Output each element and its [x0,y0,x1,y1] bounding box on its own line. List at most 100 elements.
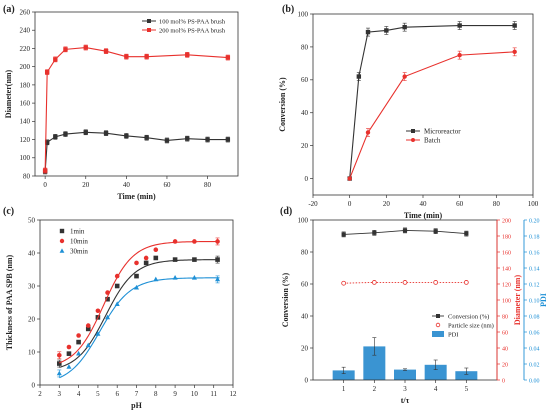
series-line [44,131,228,172]
y2-axis-title: Diameter (nm) [513,275,522,326]
data-point [56,370,62,376]
panel-b: -20 0 20 40 60 80 100 0 20 40 60 80 100 Time (min) Con… [278,4,539,220]
data-point [76,350,82,356]
y-axis-title: Diameter(nm) [4,69,13,118]
y-tick-label: 0 [305,175,309,183]
legend-label: Particle size (nm) [448,323,494,330]
x-tick-label: -20 [308,200,318,208]
y-tick-label: 100 [20,154,31,162]
y2-tick-label: 80 [502,314,508,320]
panel-c: 2 3 4 5 6 7 8 9 10 11 12 0 10 20 30 40 50 pH Thickness of … [3,206,237,410]
data-point [103,130,109,136]
panel-a: 0 20 40 60 80 80 100 120 140 160 180 200 220 240 260 Ti… [3,4,239,201]
data-point [53,134,58,140]
series-2 [332,337,478,380]
y2-tick-label: 60 [502,330,508,336]
legend-marker [59,228,65,234]
y-tick-label: 40 [301,312,309,320]
y2-tick-label: 180 [502,234,511,240]
y-tick-label: 0 [32,381,36,389]
data-point [63,47,68,52]
data-point [144,135,149,140]
y-axis-title: Conversion (%) [278,77,287,132]
x-tick-label: 0 [348,200,352,208]
y-tick-label: 140 [20,118,31,126]
legend-label: PDI [448,332,458,339]
y-tick-label: 80 [301,248,309,256]
y-tick-label: 20 [301,344,309,352]
y2-tick-label: 120 [502,282,511,288]
legend-label: Conversion (%) [448,314,489,321]
pdi-bar [332,370,355,380]
data-point [225,55,231,60]
y2-tick-label: 0.20 [529,218,540,224]
legend-label: 100 mol% PS-PAA brush [159,19,226,26]
y-tick-label: 220 [20,45,31,53]
x-tick-label: 4 [77,390,81,398]
data-point [66,351,72,356]
data-point [134,273,139,279]
y-axis-title: Conversion (%) [281,272,290,327]
data-point [134,260,139,266]
x-tick-label: 8 [154,390,158,398]
y3-axis-title: PDI [539,293,548,307]
legend-swatch [432,331,444,337]
data-point [124,133,129,139]
plot-frame [312,13,534,196]
data-point [464,231,469,236]
data-point [83,130,88,135]
data-point [365,130,371,135]
data-point [205,137,210,142]
y2-tick-label: 0.12 [529,282,540,288]
data-point [365,29,371,35]
data-point [371,280,377,285]
series-2 [56,274,221,379]
data-point [402,24,407,30]
y-tick-label: 100 [298,10,309,18]
y2-tick-label: 20 [502,362,508,368]
x-tick-label: 11 [210,390,217,398]
data-point [215,257,220,262]
x-tick-label: 40 [420,200,428,208]
panel-d: 1 2 3 4 5 0 20 40 60 80 100 0 20 40 60 80 100 120 140 160 18… [280,206,548,405]
data-point [76,339,81,345]
y-tick-label: 20 [28,315,36,323]
data-point [463,280,469,285]
legend-label: 30min [70,248,88,256]
series-1 [341,280,469,286]
data-point [215,276,221,282]
legend-label: 10min [70,238,88,246]
series-line [349,24,515,179]
data-point [95,308,101,314]
y2-tick-label: 100 [502,298,511,304]
x-tick-label: 100 [528,200,539,208]
x-tick-label: 80 [204,181,212,189]
data-point [402,74,407,79]
fit-curve [59,277,220,379]
pdi-bar [394,369,416,380]
y-tick-label: 260 [20,8,31,16]
data-point [433,280,439,285]
x-tick-label: 10 [191,390,199,398]
x-tick-label: 9 [173,390,177,398]
data-point [172,274,178,280]
y2-tick-label: 160 [502,250,511,256]
legend-marker [411,129,415,133]
y-tick-label: 40 [28,249,36,257]
data-point [192,257,197,262]
data-point [66,364,72,369]
data-point [53,57,58,62]
plot-frame [312,219,498,381]
data-point [83,45,88,50]
x-axis-title: Time (min) [117,192,156,201]
data-point [103,48,109,54]
data-point [42,168,48,173]
y2-tick-label: 0.04 [529,346,540,352]
series-0 [341,227,469,238]
y2-tick-label: 0.18 [529,234,540,240]
data-point [225,137,231,142]
x-tick-label: 5 [465,385,469,393]
y-tick-label: 120 [20,136,31,144]
x-tick-label: 80 [493,200,501,208]
